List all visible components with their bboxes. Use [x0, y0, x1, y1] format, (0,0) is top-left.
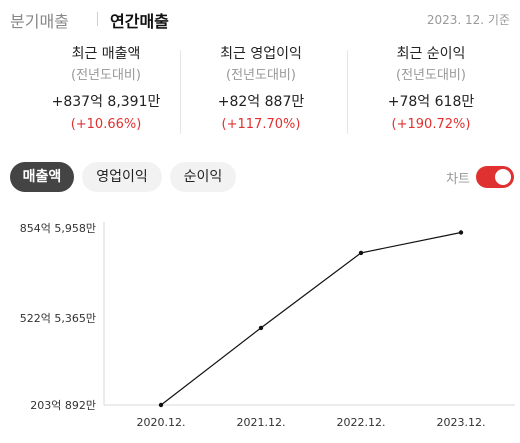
summary-title: 최근 영업이익 — [220, 46, 302, 62]
tab-quarterly-sales[interactable]: 분기매출 — [10, 12, 69, 31]
base-date: 2023. 12. 기준 — [426, 13, 510, 27]
summary-divider — [347, 50, 348, 134]
metric-tab-operating-income[interactable]: 영업이익 — [82, 162, 162, 192]
summary-panel: 최근 매출액 (전년도대비) +837억 8,391만 (+10.66%) 최근… — [0, 44, 520, 140]
summary-title: 최근 매출액 — [71, 46, 141, 62]
x-tick-label: 2022.12. — [337, 416, 386, 429]
summary-change: (+117.70%) — [221, 117, 301, 132]
summary-change: (+190.72%) — [391, 117, 471, 132]
data-point[interactable] — [158, 402, 164, 408]
series-line — [160, 231, 462, 406]
summary-subtitle: (전년도대비) — [396, 68, 466, 83]
x-tick-label: 2021.12. — [237, 416, 286, 429]
summary-subtitle: (전년도대비) — [226, 68, 296, 83]
summary-net-income: 최근 순이익 (전년도대비) +78억 618만 (+190.72%) — [345, 44, 517, 140]
summary-title: 최근 순이익 — [396, 46, 466, 62]
chart-toggle-label: 차트 — [446, 172, 470, 187]
summary-subtitle: (전년도대비) — [71, 68, 141, 83]
summary-divider — [180, 50, 181, 134]
data-point[interactable] — [358, 250, 364, 256]
summary-value: +837억 8,391만 — [51, 94, 161, 110]
toggle-knob — [495, 169, 511, 185]
series-points — [158, 230, 464, 408]
x-tick-label: 2020.12. — [137, 416, 186, 429]
y-tick-label: 854억 5,958만 — [20, 222, 96, 235]
tab-annual-sales[interactable]: 연간매출 — [110, 12, 169, 31]
summary-change: (+10.66%) — [70, 117, 142, 132]
chart-toggle[interactable] — [476, 166, 514, 188]
summary-value: +78억 618만 — [387, 94, 475, 110]
data-point[interactable] — [458, 230, 464, 235]
y-tick-label: 203억 892만 — [30, 399, 96, 412]
metric-tab-sales[interactable]: 매출액 — [10, 162, 74, 192]
y-axis: 203억 892만 522억 5,365만 854억 5,958만 — [20, 222, 96, 412]
y-tick-label: 522억 5,365만 — [20, 312, 96, 325]
summary-operating-income: 최근 영업이익 (전년도대비) +82억 887만 (+117.70%) — [175, 44, 347, 140]
data-point[interactable] — [258, 325, 264, 331]
header: 분기매출 연간매출 2023. 12. 기준 — [10, 8, 510, 31]
x-tick-label: 2023.12. — [437, 416, 486, 429]
summary-sales: 최근 매출액 (전년도대비) +837억 8,391만 (+10.66%) — [20, 44, 192, 140]
sales-line-chart: 203억 892만 522억 5,365만 854억 5,958만 2020.12.… — [20, 222, 515, 429]
summary-value: +82억 887만 — [217, 94, 305, 110]
tab-divider — [97, 12, 98, 26]
x-axis: 2020.12. 2021.12. 2022.12. 2023.12. — [137, 416, 486, 429]
metric-tab-net-income[interactable]: 순이익 — [170, 162, 236, 192]
